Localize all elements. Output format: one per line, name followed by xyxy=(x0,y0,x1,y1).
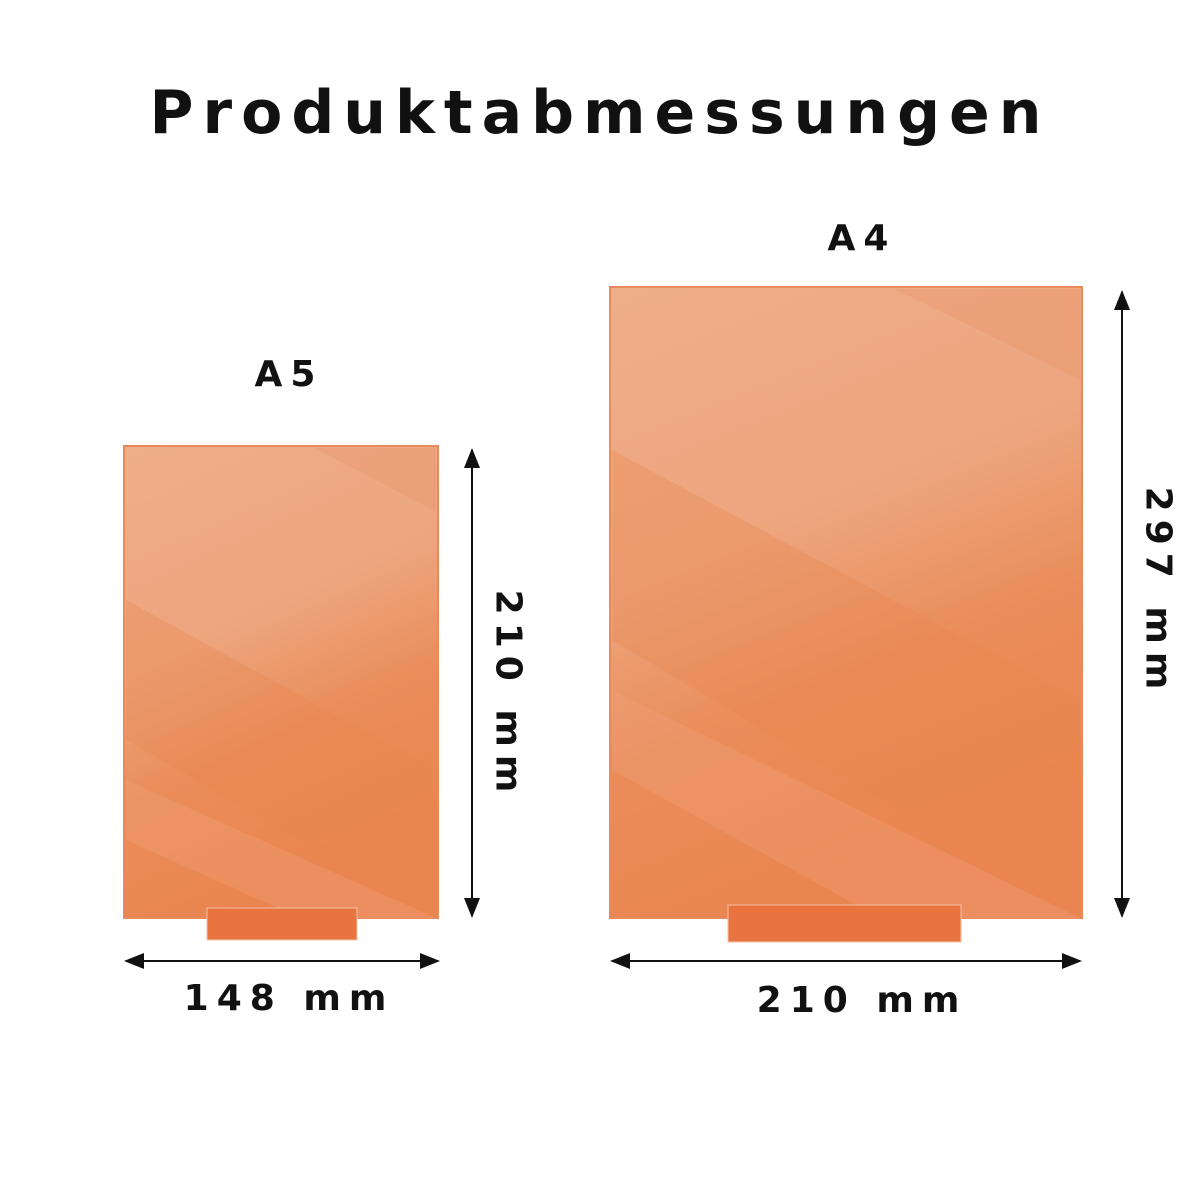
a5-width-label: 148 mm xyxy=(183,978,395,1019)
a5-panel xyxy=(123,445,439,941)
a4-stand xyxy=(727,904,962,943)
a5-stand xyxy=(206,907,358,941)
a4-width-label: 210 mm xyxy=(756,980,968,1021)
a5-height-label: 210 mm xyxy=(487,589,529,801)
a4-label: A4 xyxy=(827,218,897,259)
a4-panel xyxy=(609,286,1083,943)
a5-label: A5 xyxy=(254,354,324,395)
page-title: Produktabmessungen xyxy=(149,78,1051,148)
a4-height-label: 297 mm xyxy=(1137,486,1179,698)
